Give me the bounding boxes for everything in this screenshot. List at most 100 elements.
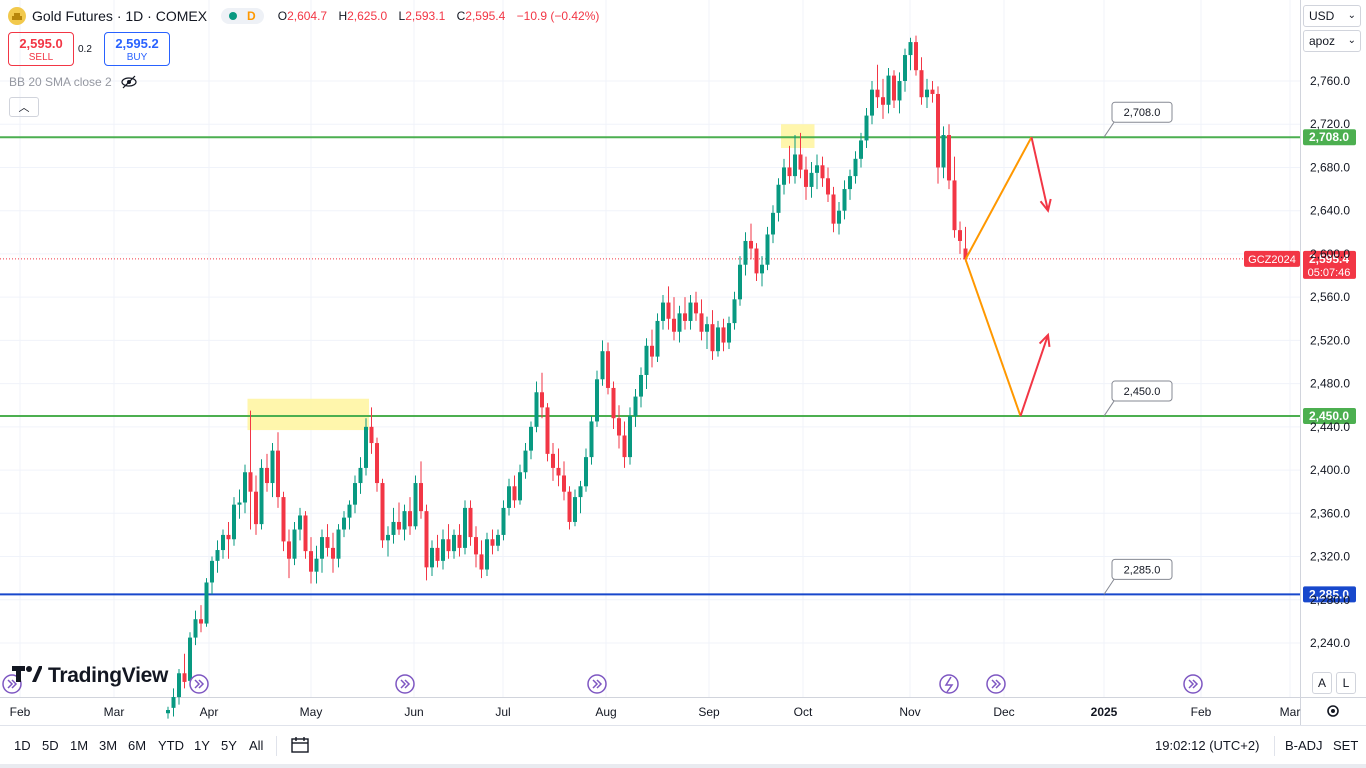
candle-body — [457, 534, 462, 548]
change-value: −10.9 (−0.42%) — [516, 9, 600, 23]
candle-body — [551, 453, 555, 468]
candle — [650, 329, 654, 368]
market-status-pill[interactable]: D — [221, 8, 264, 24]
scale-mode-selector[interactable]: apoz ⌄ — [1303, 30, 1361, 52]
candle — [606, 342, 610, 395]
candle-body — [397, 521, 401, 530]
timeframe-1m[interactable]: 1M — [70, 738, 89, 753]
chart-settings-gear-icon[interactable] — [1324, 702, 1342, 720]
callout-label: 2,450.0 — [1124, 386, 1161, 398]
candle — [320, 529, 324, 573]
candle-body — [831, 194, 836, 224]
candle — [881, 78, 885, 119]
candle-body — [518, 472, 522, 501]
bollinger-indicator-legend[interactable]: BB 20 SMA close 2 — [9, 75, 138, 89]
timeframe-6m[interactable]: 6M — [128, 738, 147, 753]
level-axis-badge — [1303, 586, 1356, 603]
callout-label: 2,708.0 — [1124, 107, 1161, 119]
session-toggle[interactable]: SET — [1333, 738, 1359, 753]
candle-body — [793, 154, 797, 177]
auto-scale-button[interactable]: A — [1312, 672, 1332, 694]
timeframe-ytd[interactable]: YTD — [158, 738, 184, 753]
candle — [182, 653, 187, 689]
candle — [639, 367, 643, 408]
candle-body — [798, 154, 803, 170]
currency-selector[interactable]: USD ⌄ — [1303, 5, 1361, 27]
x-tick-label: Sep — [698, 705, 720, 719]
candle — [479, 540, 484, 579]
timeframe-1d[interactable]: 1D — [14, 738, 31, 753]
candle — [903, 48, 907, 92]
candle — [309, 537, 313, 584]
candle-body — [710, 324, 715, 352]
level-axis-label: 2,285.0 — [1309, 587, 1349, 601]
candle — [215, 540, 220, 573]
y-tick-label: 2,240.0 — [1310, 636, 1350, 650]
tradingview-logo[interactable]: TradingView — [12, 664, 168, 688]
candle — [556, 448, 561, 487]
candle — [413, 475, 418, 530]
buy-button[interactable]: 2,595.2 BUY — [104, 32, 170, 66]
candle — [314, 545, 319, 584]
candle — [276, 432, 280, 508]
event-chevron — [198, 679, 205, 689]
ohlc-values: O2,604.7 H2,625.0 L2,593.1 C2,595.4 −10.… — [277, 9, 600, 23]
clock-display[interactable]: 19:02:12 (UTC+2) — [1155, 738, 1260, 753]
candle-body — [353, 483, 357, 505]
timeframe-5d[interactable]: 5D — [42, 738, 59, 753]
candle-body — [919, 70, 924, 98]
candle-body — [452, 534, 456, 552]
candle — [732, 291, 737, 330]
candle-body — [254, 491, 258, 525]
candle — [166, 706, 170, 719]
candle — [595, 370, 599, 427]
candle-body — [342, 517, 346, 530]
candle — [666, 286, 671, 330]
sell-button[interactable]: 2,595.0 SELL — [8, 32, 74, 66]
timeframe-all[interactable]: All — [249, 738, 264, 753]
candle — [177, 668, 181, 705]
candle — [545, 403, 550, 462]
candle-body — [589, 421, 594, 458]
log-scale-button[interactable]: L — [1336, 672, 1356, 694]
candle-body — [655, 320, 660, 357]
candle — [936, 86, 940, 184]
candle — [281, 491, 286, 552]
candle — [485, 532, 489, 576]
symbol-legend[interactable]: Gold Futures · 1D · COMEX D O2,604.7 H2,… — [8, 6, 607, 26]
timeframe-1y[interactable]: 1Y — [194, 738, 210, 753]
projection-leg — [1019, 334, 1049, 417]
candle-body — [677, 313, 682, 332]
callout-label: 2,285.0 — [1124, 564, 1161, 576]
candle-body — [336, 529, 341, 559]
candle — [507, 478, 511, 516]
event-chevron — [995, 679, 1002, 689]
candle — [331, 532, 335, 573]
candle — [705, 316, 709, 350]
candle — [782, 158, 786, 195]
delayed-badge: D — [247, 9, 256, 23]
sell-label: SELL — [28, 52, 54, 63]
candle — [540, 372, 544, 419]
candle-body — [540, 392, 544, 408]
candle — [804, 156, 808, 200]
timeframe-5y[interactable]: 5Y — [221, 738, 237, 753]
candle-body — [303, 515, 308, 552]
event-chevron — [404, 679, 411, 689]
callout-box — [1111, 558, 1173, 580]
candle-body — [661, 302, 665, 321]
date-range-calendar-icon[interactable] — [290, 736, 310, 759]
adjustment-toggle[interactable]: B-ADJ — [1285, 738, 1323, 753]
candle — [837, 202, 841, 235]
timeframe-3m[interactable]: 3M — [99, 738, 118, 753]
candle — [292, 521, 297, 566]
collapse-legend-button[interactable]: ︿ — [9, 97, 39, 117]
candle-body — [842, 189, 847, 211]
hidden-eye-icon[interactable] — [120, 75, 138, 89]
candle — [193, 610, 198, 646]
candle-body — [501, 507, 506, 535]
candle-body — [490, 539, 495, 546]
candle — [694, 291, 698, 321]
candle-body — [248, 472, 253, 492]
